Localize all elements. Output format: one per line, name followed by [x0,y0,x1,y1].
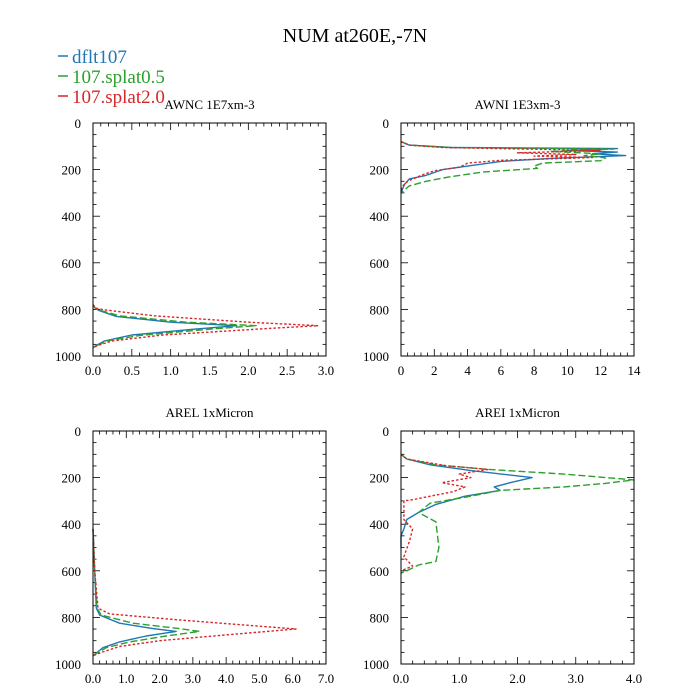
legend-entry-splat05: 107.splat0.5 [58,67,165,88]
y-tick-label: 200 [62,471,82,486]
x-tick-label: 0.5 [124,363,140,378]
legend-label-splat05: 107.splat0.5 [72,67,165,88]
x-tick-label: 3.0 [185,671,201,686]
x-tick-label: 1.0 [163,363,179,378]
legend-entry-splat20: 107.splat2.0 [58,87,165,108]
legend-entry-dflt107: dflt107 [58,47,127,68]
y-tick-label: 400 [62,517,82,532]
x-tick-label: 2.0 [509,671,525,686]
legend-label-splat20: 107.splat2.0 [72,87,165,108]
y-tick-label: 1000 [363,349,389,364]
x-tick-label: 0.0 [85,671,101,686]
x-tick-label: 2.5 [279,363,295,378]
legend-label-dflt107: dflt107 [72,47,127,68]
x-tick-label: 1.5 [201,363,217,378]
y-tick-label: 600 [370,564,390,579]
y-tick-label: 0 [75,116,82,131]
plot-frame [400,122,635,357]
y-tick-label: 400 [370,209,390,224]
y-tick-label: 0 [383,116,390,131]
y-tick-label: 200 [62,163,82,178]
y-tick-label: 400 [62,209,82,224]
legend: dflt107 107.splat0.5 107.splat2.0 [58,47,165,108]
series-line-107-splat2-0 [92,528,297,657]
y-tick-label: 1000 [363,657,389,672]
y-tick-label: 400 [370,517,390,532]
x-tick-label: 0.0 [85,363,101,378]
x-tick-label: 6.0 [285,671,301,686]
figure-title: NUM at260E,-7N [283,25,427,47]
x-tick-label: 4.0 [626,671,642,686]
series-line-107-splat2-0 [92,304,319,349]
plot-frame [92,122,327,357]
x-tick-label: 3.0 [568,671,584,686]
y-tick-label: 600 [370,256,390,271]
y-tick-label: 600 [62,564,82,579]
y-tick-label: 800 [370,610,390,625]
x-tick-label: 0 [398,363,405,378]
plot-frame [400,430,635,665]
x-tick-label: 8 [531,363,538,378]
x-tick-label: 3.0 [318,363,334,378]
x-tick-label: 4.0 [218,671,234,686]
y-tick-label: 800 [62,610,82,625]
panel-3: AREL 1xMicron 0.0 1.0 2.0 3.0 4.0 5.0 6.0 7.0 0 20… [55,405,334,686]
x-tick-label: 2.0 [240,363,256,378]
series-line-107-splat0-5 [400,453,635,574]
panel-2: AWNI 1E3xm-3 0 2 4 6 8 10 12 14 0 200 400 600 800 1000 [363,97,641,378]
plot-frame [92,430,327,665]
x-tick-label: 5.0 [251,671,267,686]
panel-title: AREI 1xMicron [475,405,560,420]
y-tick-label: 800 [62,302,82,317]
x-tick-label: 12 [594,363,607,378]
y-tick-label: 800 [370,302,390,317]
y-tick-label: 600 [62,256,82,271]
x-tick-label: 1.0 [118,671,134,686]
series-line-107-splat0-5 [92,528,201,657]
panel-title: AWNC 1E7xm-3 [164,97,254,112]
x-tick-label: 0.0 [393,671,409,686]
panel-title: AWNI 1E3xm-3 [475,97,561,112]
panel-1: AWNC 1E7xm-3 0.0 0.5 1.0 1.5 2.0 2.5 3.0 0 200 400… [55,97,334,378]
series-line-dflt107 [92,304,238,349]
x-tick-label: 7.0 [318,671,334,686]
x-tick-label: 1.0 [451,671,467,686]
y-tick-label: 1000 [55,349,81,364]
x-tick-label: 10 [561,363,574,378]
x-tick-label: 4 [464,363,471,378]
x-tick-label: 2 [431,363,438,378]
panel-4: AREI 1xMicron 0.0 1.0 2.0 3.0 4.0 0 200 400 600 80… [363,405,642,686]
y-tick-label: 0 [75,424,82,439]
series-line-dflt107 [400,453,533,548]
y-tick-label: 1000 [55,657,81,672]
x-tick-label: 2.0 [151,671,167,686]
x-tick-label: 14 [628,363,642,378]
x-tick-label: 6 [498,363,505,378]
y-tick-label: 200 [370,471,390,486]
series-line-107-splat0-5 [92,304,257,349]
series-line-107-splat2-0 [400,140,602,191]
panels: AWNC 1E7xm-30.0 0.5 1.0 1.5 2.0 2.5 3.00200400… [55,97,642,686]
y-tick-label: 0 [383,424,390,439]
panel-title: AREL 1xMicron [166,405,254,420]
y-tick-label: 200 [370,163,390,178]
series-line-107-splat0-5 [400,140,615,194]
